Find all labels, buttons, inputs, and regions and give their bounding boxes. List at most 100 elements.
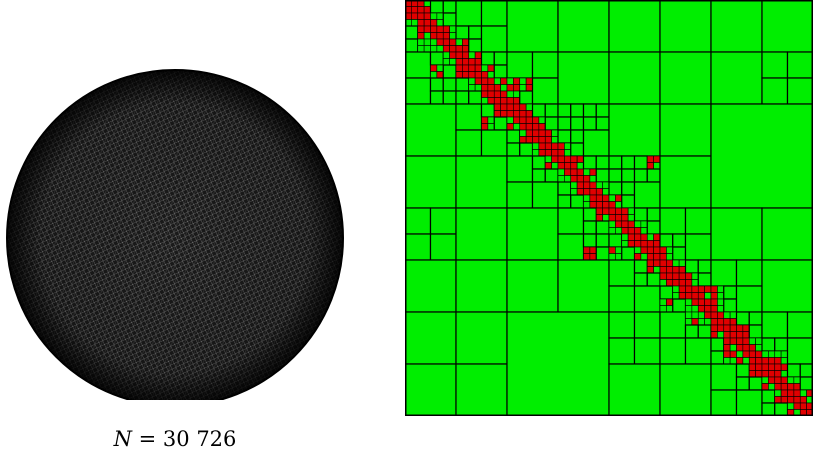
dense-block: [761, 357, 769, 365]
low-rank-block: [672, 246, 687, 261]
low-rank-block: [429, 0, 444, 14]
low-rank-block: [506, 311, 610, 416]
dense-block: [653, 246, 661, 254]
dense-block: [602, 194, 610, 202]
dense-block: [576, 175, 584, 183]
dense-block: [519, 136, 527, 144]
low-rank-block: [493, 116, 508, 131]
low-rank-block: [500, 84, 508, 92]
dense-block: [774, 396, 782, 404]
dense-block: [519, 110, 527, 118]
low-rank-block: [761, 0, 813, 53]
dense-block: [557, 149, 565, 157]
dense-block: [538, 129, 546, 137]
low-rank-block: [786, 363, 801, 378]
low-rank-block: [621, 168, 636, 183]
dense-block: [474, 51, 482, 59]
low-rank-block: [455, 311, 508, 365]
low-rank-block: [761, 51, 789, 79]
low-rank-block: [735, 376, 750, 391]
low-rank-block: [531, 168, 546, 183]
dense-block: [595, 194, 603, 202]
dense-block: [481, 116, 489, 124]
low-rank-block: [780, 357, 788, 365]
low-rank-block: [405, 363, 457, 416]
caption-n-equals: N = 30 726: [95, 427, 255, 451]
low-rank-block: [685, 318, 693, 326]
low-rank-block: [468, 51, 476, 59]
low-rank-block: [748, 376, 763, 391]
low-rank-block: [583, 194, 591, 202]
low-rank-block: [455, 129, 483, 157]
low-rank-block: [615, 253, 623, 261]
dense-block: [462, 38, 470, 46]
low-rank-block: [564, 142, 572, 150]
low-rank-block: [449, 25, 457, 33]
low-rank-block: [487, 116, 495, 124]
dense-block: [621, 227, 629, 235]
low-rank-block: [742, 357, 750, 365]
dense-block: [723, 324, 731, 332]
dense-block: [736, 344, 744, 352]
dense-block: [557, 162, 565, 170]
dense-block: [710, 305, 718, 313]
dense-block: [583, 188, 591, 196]
low-rank-block: [602, 181, 610, 189]
low-rank-block: [405, 311, 457, 365]
dense-block: [780, 376, 788, 384]
dense-block: [576, 188, 584, 196]
low-rank-block: [684, 337, 712, 365]
dense-block: [780, 363, 788, 371]
low-rank-block: [684, 207, 712, 235]
dense-block: [595, 214, 603, 222]
dense-block: [646, 162, 654, 170]
low-rank-block: [430, 38, 438, 46]
dense-block: [474, 58, 482, 66]
low-rank-block: [519, 77, 527, 85]
dense-block: [436, 25, 444, 33]
low-rank-block: [544, 116, 559, 131]
low-rank-block: [684, 324, 699, 339]
low-rank-block: [672, 292, 680, 300]
low-rank-block: [557, 259, 610, 313]
dense-block: [742, 350, 750, 358]
low-rank-block: [608, 103, 661, 157]
dense-block: [506, 123, 514, 131]
low-rank-block: [666, 305, 674, 313]
dense-block: [723, 331, 731, 339]
dense-block: [685, 272, 693, 280]
dense-block: [742, 344, 750, 352]
low-rank-block: [582, 116, 597, 131]
dense-block: [595, 207, 603, 215]
low-rank-block: [582, 207, 597, 222]
low-rank-block: [774, 350, 782, 358]
low-rank-block: [595, 103, 610, 118]
dense-block: [462, 58, 470, 66]
low-rank-block: [493, 64, 508, 79]
dense-block: [462, 45, 470, 53]
dense-block: [608, 201, 616, 209]
low-rank-block: [608, 285, 636, 313]
dense-block: [691, 292, 699, 300]
low-rank-block: [570, 142, 585, 157]
dense-block: [589, 201, 597, 209]
dense-block: [678, 266, 686, 274]
low-rank-block: [557, 194, 572, 209]
dense-block: [564, 168, 572, 176]
low-rank-block: [468, 90, 483, 105]
dense-block: [411, 12, 419, 20]
low-rank-block: [786, 337, 813, 365]
low-rank-block: [595, 233, 610, 248]
low-rank-block: [717, 292, 725, 300]
dense-block: [564, 155, 572, 163]
dense-block: [474, 71, 482, 79]
dense-block: [544, 136, 552, 144]
low-rank-block: [474, 84, 482, 92]
low-rank-block: [608, 168, 623, 183]
dense-block: [481, 77, 489, 85]
dense-block: [493, 97, 501, 105]
low-rank-block: [729, 344, 737, 352]
dense-block: [678, 285, 686, 293]
dense-block: [493, 90, 501, 98]
low-rank-block: [405, 103, 457, 157]
